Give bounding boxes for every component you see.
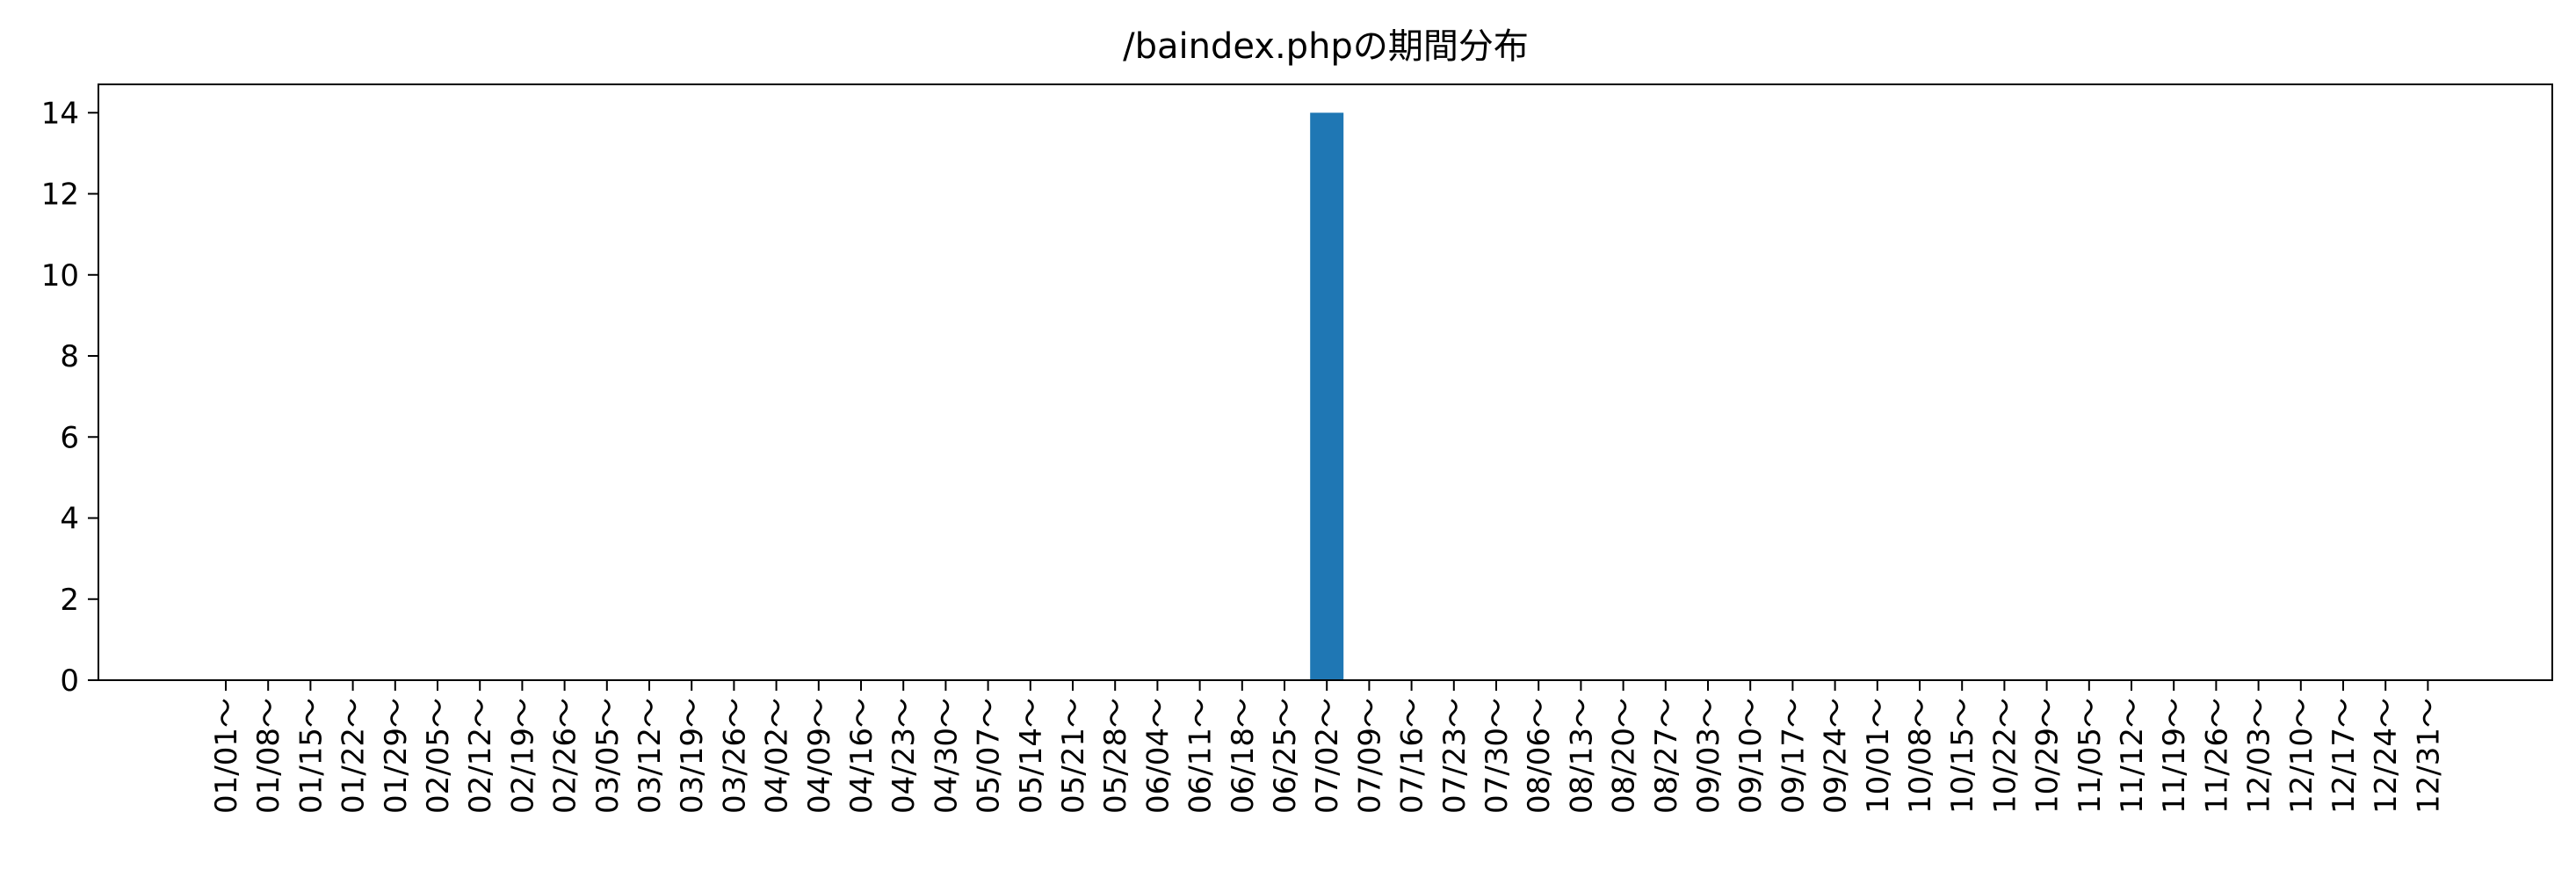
x-tick-label: 03/12～ — [633, 698, 668, 814]
x-tick-label: 06/11～ — [1183, 698, 1219, 814]
x-tick-label: 10/15～ — [1945, 698, 1980, 814]
y-tick-label: 14 — [41, 96, 79, 131]
x-tick-label: 02/26～ — [548, 698, 583, 814]
x-tick-label: 07/30～ — [1480, 698, 1515, 814]
x-tick-label: 04/23～ — [886, 698, 922, 814]
x-tick-label: 05/21～ — [1056, 698, 1091, 814]
bar-07/02～ — [1310, 112, 1344, 681]
x-tick-label: 07/23～ — [1437, 698, 1473, 814]
x-tick-label: 12/31～ — [2411, 698, 2446, 814]
x-tick-label: 04/16～ — [844, 698, 879, 814]
x-tick-label: 02/05～ — [421, 698, 456, 814]
x-tick-label: 11/05～ — [2073, 698, 2108, 814]
x-tick-label: 01/08～ — [251, 698, 286, 814]
x-tick-label: 05/07～ — [972, 698, 1007, 814]
x-tick-label: 12/24～ — [2369, 698, 2404, 814]
y-tick-label: 12 — [41, 178, 79, 213]
x-tick-label: 08/27～ — [1649, 698, 1684, 814]
x-tick-label: 06/25～ — [1268, 698, 1303, 814]
y-tick-label: 2 — [60, 583, 79, 618]
x-tick-label: 10/29～ — [2030, 698, 2066, 814]
x-tick-label: 06/18～ — [1226, 698, 1261, 814]
x-tick-label: 02/12～ — [463, 698, 498, 814]
x-tick-label: 01/15～ — [293, 698, 329, 814]
x-tick-label: 01/01～ — [209, 698, 244, 814]
x-tick-label: 09/10～ — [1733, 698, 1769, 814]
y-tick-label: 10 — [41, 258, 79, 294]
y-tick-label: 4 — [60, 502, 79, 537]
x-tick-label: 01/29～ — [379, 698, 414, 814]
x-tick-label: 05/28～ — [1098, 698, 1133, 814]
x-tick-label: 12/10～ — [2284, 698, 2319, 814]
x-tick-label: 05/14～ — [1014, 698, 1049, 814]
x-tick-label: 10/08～ — [1903, 698, 1938, 814]
x-tick-label: 02/19～ — [505, 698, 540, 814]
x-tick-label: 11/19～ — [2157, 698, 2192, 814]
x-tick-label: 09/03～ — [1691, 698, 1726, 814]
plot-frame — [98, 83, 2553, 681]
x-tick-label: 10/22～ — [1987, 698, 2022, 814]
y-axis: 0 2 4 6 8 10 12 14 — [41, 96, 98, 699]
chart-title: /baindex.phpの期間分布 — [1123, 26, 1529, 67]
x-tick-label: 04/09～ — [802, 698, 837, 814]
x-tick-label: 09/24～ — [1819, 698, 1854, 814]
x-tick-label: 06/04～ — [1140, 698, 1176, 814]
x-tick-label: 08/06～ — [1522, 698, 1557, 814]
x-tick-label: 10/01～ — [1861, 698, 1896, 814]
x-tick-label: 04/30～ — [929, 698, 964, 814]
y-tick-label: 6 — [60, 420, 79, 455]
x-tick-label: 09/17～ — [1776, 698, 1811, 814]
x-tick-label: 03/26～ — [717, 698, 752, 814]
x-tick-label: 01/22～ — [336, 698, 372, 814]
x-tick-label: 04/02～ — [760, 698, 795, 814]
x-tick-label: 07/02～ — [1310, 698, 1345, 814]
x-tick-label: 03/05～ — [590, 698, 626, 814]
x-tick-label: 08/20～ — [1607, 698, 1642, 814]
y-tick-label: 8 — [60, 339, 79, 374]
x-tick-label: 11/12～ — [2115, 698, 2150, 814]
x-axis: 01/01～ 01/08～ 01/15～ 01/22～ 01/29～ 02/05～ 02/1… — [209, 680, 2446, 814]
x-tick-label: 07/09～ — [1352, 698, 1387, 814]
x-tick-label: 03/19～ — [675, 698, 710, 814]
x-tick-label: 12/17～ — [2326, 698, 2362, 814]
x-tick-label: 12/03～ — [2242, 698, 2277, 814]
y-tick-label: 0 — [60, 663, 79, 699]
bars-group — [1310, 112, 1344, 681]
x-tick-label: 11/26～ — [2199, 698, 2234, 814]
x-tick-label: 08/13～ — [1564, 698, 1599, 814]
x-tick-label: 07/16～ — [1395, 698, 1430, 814]
